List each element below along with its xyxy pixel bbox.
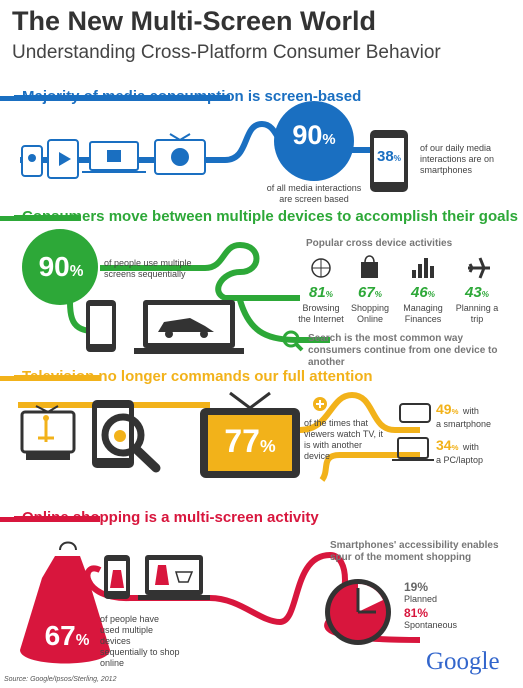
section1-big-caption: of all media interactions are screen bas… (266, 183, 362, 204)
dress-icon (20, 556, 110, 664)
activity-browsing: 81% Browsing the Internet (296, 284, 346, 325)
activity-label: Managing Finances (403, 303, 443, 324)
page-subtitle: Understanding Cross-Platform Consumer Be… (12, 42, 441, 63)
green-stat-circle (22, 229, 98, 305)
section1-phone-unit: % (393, 154, 402, 163)
section1-phone-stat: 38% (374, 148, 404, 165)
section1-phone-caption: of our daily media interactions are on s… (420, 143, 495, 175)
green-connector-line (14, 215, 330, 343)
section1-big-unit: % (322, 132, 336, 148)
section3-marker (0, 376, 14, 381)
planned-label: Planned (404, 594, 438, 604)
section2-heading: Consumers move between multiple devices … (22, 208, 518, 225)
activity-trip: 43% Planning a trip (452, 284, 502, 325)
section3-big-caption: of the times that viewers watch TV, it i… (304, 418, 384, 461)
stat-number: 49 (436, 401, 452, 417)
activity-unit: % (481, 290, 490, 299)
spur-title: Smartphones' accessibility enables spur … (330, 540, 499, 563)
section1-phone-number: 38 (376, 148, 394, 165)
activity-unit: % (325, 290, 334, 299)
section3-big-number: 77 (224, 423, 260, 459)
activity-unit: % (427, 290, 436, 299)
stat-laptop: 34% with a PC/laptop (436, 437, 520, 466)
activity-label: Browsing the Internet (298, 303, 344, 324)
page-title: The New Multi-Screen World (12, 6, 377, 36)
section1-heading: Majority of media consumption is screen-… (22, 88, 362, 105)
shopping-bag-icon (361, 262, 378, 278)
section4-big-stat: 67% (26, 620, 108, 652)
section2-marker (0, 216, 14, 221)
landscape-phone-icon (399, 403, 431, 423)
section4-big-caption: of people have used multiple devices seq… (100, 614, 180, 668)
blue-stat-circle (274, 101, 354, 181)
activities-title: Popular cross device activities (306, 238, 453, 249)
section2-big-caption: of people use multiple screens sequentia… (104, 258, 192, 279)
section4-heading: Online shopping is a multi-screen activi… (22, 509, 319, 526)
section1-big-number: 90 (292, 120, 323, 150)
activity-value: 67 (357, 284, 375, 301)
section4-marker (0, 517, 14, 522)
stat-smartphone: 49% with a smartphone (436, 401, 520, 430)
activity-finances: 46% Managing Finances (398, 284, 448, 325)
section3-heading: Television no longer commands our full a… (22, 368, 373, 385)
section1-marker (0, 96, 14, 101)
green-search-icon (282, 330, 300, 348)
activity-label: Shopping Online (350, 303, 390, 324)
activity-shopping: 67% Shopping Online (345, 284, 395, 325)
stat-unit: % (451, 407, 459, 416)
airplane-icon (468, 257, 490, 279)
section4-big-unit: % (75, 632, 90, 649)
activity-value: 81 (308, 284, 326, 301)
search-note: Search is the most common way consumers … (308, 333, 498, 368)
source-note: Source: Google/Ipsos/Sterling, 2012 (4, 676, 117, 683)
section3-big-unit: % (259, 436, 276, 456)
activity-label: Planning a trip (455, 303, 499, 324)
stat-number: 34 (436, 437, 452, 453)
stat-with: with (462, 406, 479, 416)
stat-unit: % (451, 443, 459, 452)
magnifier-icon (101, 413, 145, 457)
stat-caption: a PC/laptop (436, 455, 484, 465)
section2-big-stat: 90% (24, 251, 98, 283)
stat-with: with (462, 442, 479, 452)
spontaneous-label: Spontaneous (404, 620, 458, 630)
section3-big-stat: 77% (208, 423, 292, 460)
section2-big-number: 90 (38, 251, 70, 282)
section2-big-unit: % (69, 263, 84, 280)
planned-stat: 19% Planned (404, 580, 494, 605)
bar-chart-icon (412, 258, 434, 278)
spontaneous-stat: 81% Spontaneous (404, 606, 494, 631)
activity-value: 46 (410, 284, 428, 301)
spontaneous-percent: 81% (404, 606, 429, 620)
activity-unit: % (374, 290, 383, 299)
section4-big-number: 67 (44, 620, 76, 651)
section1-big-stat: 90% (274, 120, 354, 151)
google-logo: Google (426, 648, 500, 675)
planned-percent: 19% (404, 580, 429, 594)
stat-caption: a smartphone (436, 419, 492, 429)
small-laptop-icon (397, 437, 429, 459)
activity-value: 43 (464, 284, 482, 301)
